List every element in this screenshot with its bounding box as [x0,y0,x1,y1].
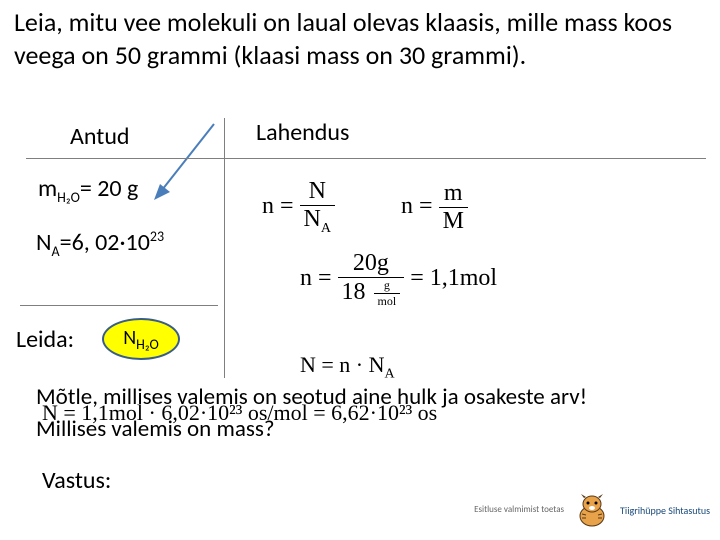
given-mass: mH₂O= 20 g [38,174,138,206]
formula-N-nNA: N = n · NA [300,352,395,382]
f2-rhs: = 1,1mol [410,265,497,291]
f1a-fraction: N NA [300,178,335,237]
find-target-oval: NH₂O [102,318,180,360]
find-n: N [123,326,136,350]
find-label: Leida: [16,325,74,354]
given-avogadro: NA=6, 02·1023 [36,228,164,260]
na-exponent: 23 [150,228,164,245]
footer-caption: Esitluse valmimist toetas [474,505,564,515]
f2-den: 18 g mol [338,277,405,309]
f1b-fraction: m M [439,180,468,235]
na-symbol: N [36,228,52,257]
f2-fraction: 20g 18 g mol [338,250,405,309]
na-value: =6, 02·10 [60,228,150,257]
f1a-num: N [305,178,330,205]
f1b-lhs: n = [401,193,433,219]
rule-mid [20,305,218,306]
given-heading: Antud [70,122,130,151]
find-sub: H₂O [136,336,159,353]
f1b-den: M [439,207,468,235]
tiger-logo-icon [572,490,612,530]
find-target-symbol: NH₂O [123,326,159,353]
mass-value: = 20 g [80,174,138,203]
f2-lhs: n = [300,265,332,291]
na-subscript: A [52,243,60,260]
mass-subscript: H₂O [57,189,80,206]
hint-formula-amount: Mõtle, millises valemis on seotud aine h… [36,383,587,411]
mass-symbol: m [38,174,57,203]
footer-org: Tiigrihüppe Sihtasutus [620,505,710,516]
formula-n-calc: n = 20g 18 g mol = 1,1mol [300,250,497,309]
f1a-lhs: n = [262,193,294,219]
answer-label: Vastus: [42,466,111,495]
rule-vertical [224,118,225,378]
f2-num: 20g [349,250,393,277]
hint-formula-mass: Millises valemis on mass? [36,415,275,443]
problem-statement: Leia, mitu vee molekuli on laual olevas … [14,6,704,71]
footer: Esitluse valmimist toetas Tiigrihüppe Si… [474,490,710,530]
solution-heading: Lahendus [256,118,349,147]
rule-top [26,158,706,159]
f1a-den: NA [300,205,335,237]
formula-n-definitions: n = N NA n = m M [262,178,468,237]
f1b-num: m [440,180,467,207]
